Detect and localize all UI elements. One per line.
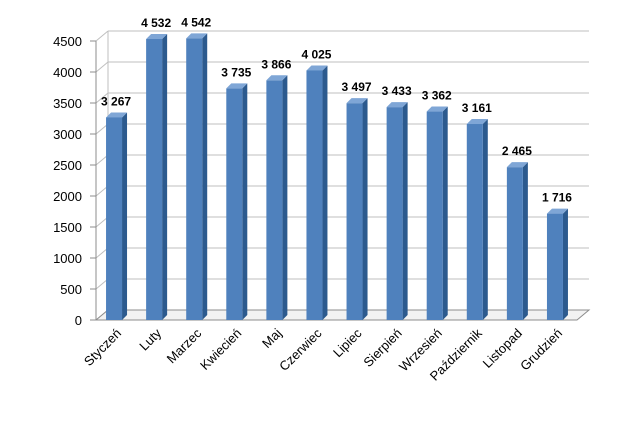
data-label: 2 465 — [502, 144, 532, 158]
y-tick-label: 2000 — [53, 189, 82, 204]
data-label: 3 267 — [101, 94, 131, 108]
bar-front — [266, 80, 283, 320]
bar-side — [202, 33, 208, 321]
y-tick-label: 4000 — [53, 65, 82, 80]
bar-top — [346, 98, 368, 104]
bar-front — [306, 70, 323, 320]
x-tick-label: Maj — [259, 325, 284, 350]
x-tick-label: Styczeń — [81, 326, 124, 369]
bar-front — [546, 213, 563, 320]
bar-top — [506, 162, 528, 168]
gridline-depth — [95, 278, 109, 290]
bar-side — [442, 106, 448, 320]
bar-side — [322, 65, 328, 320]
y-tick-label: 4500 — [53, 34, 82, 49]
gridline-depth — [95, 123, 109, 135]
data-label: 1 716 — [542, 191, 572, 205]
bar-front — [146, 39, 163, 321]
bar-top — [546, 208, 568, 214]
bar-front — [386, 107, 403, 321]
axes — [90, 31, 591, 321]
bar-top — [146, 34, 168, 40]
bar-front — [426, 111, 443, 320]
y-tick-label: 3000 — [53, 127, 82, 142]
x-tick-label: Grudzień — [517, 326, 565, 374]
bar — [466, 119, 488, 320]
bar-front — [226, 88, 243, 321]
y-tick-label: 500 — [60, 282, 82, 297]
data-label: 4 025 — [301, 47, 331, 61]
bar-side — [482, 119, 488, 320]
bar-top — [106, 112, 128, 118]
bar — [306, 65, 328, 320]
bar-front — [466, 124, 483, 320]
bar-top — [466, 119, 488, 125]
bar — [226, 83, 248, 321]
data-label: 3 161 — [462, 101, 492, 115]
x-tick-label: Lipiec — [330, 325, 365, 360]
y-tick-label: 2500 — [53, 158, 82, 173]
bar-top — [306, 65, 328, 71]
y-tick-label: 1000 — [53, 251, 82, 266]
gridline-depth — [95, 30, 109, 42]
x-tick-label: Kwiecień — [197, 326, 244, 373]
gridline-depth — [95, 247, 109, 259]
gridline-depth — [95, 154, 109, 166]
bar-front — [106, 117, 123, 320]
bars — [106, 33, 568, 321]
data-label: 4 532 — [141, 16, 171, 30]
x-tick-label: Luty — [136, 325, 164, 353]
data-label: 3 362 — [422, 89, 452, 103]
bar-front — [506, 167, 523, 320]
bar-front — [186, 38, 203, 321]
gridline-depth — [95, 216, 109, 228]
bar-top — [186, 33, 208, 39]
bar — [346, 98, 368, 320]
bar-side — [562, 208, 568, 320]
bar — [426, 106, 448, 320]
bar-side — [242, 83, 248, 321]
bar-side — [362, 98, 368, 320]
bar-top — [226, 83, 248, 89]
data-label: 4 542 — [181, 15, 211, 29]
gridline-depth — [95, 61, 109, 73]
y-tick-label: 0 — [75, 313, 82, 328]
bar — [146, 34, 168, 321]
bar — [266, 75, 288, 320]
data-label: 3 866 — [261, 57, 291, 71]
bar — [386, 102, 408, 321]
y-tick-label: 3500 — [53, 96, 82, 111]
gridline-depth — [95, 185, 109, 197]
bar-top — [266, 75, 288, 81]
bar-side — [122, 112, 128, 320]
data-label: 3 433 — [382, 84, 412, 98]
bar-front — [346, 103, 363, 320]
x-tick-label: Czerwiec — [276, 325, 325, 374]
bar-side — [522, 162, 528, 320]
bar-top — [386, 102, 408, 108]
bar-side — [402, 102, 408, 321]
bar-side — [282, 75, 288, 320]
y-tick-label: 1500 — [53, 220, 82, 235]
bar — [546, 208, 568, 320]
bar-top — [426, 106, 448, 112]
data-label: 3 497 — [342, 80, 372, 94]
bar — [186, 33, 208, 321]
bar-side — [162, 34, 168, 321]
gridline-depth — [95, 92, 109, 104]
bar — [506, 162, 528, 320]
bar — [106, 112, 128, 320]
data-label: 3 735 — [221, 65, 251, 79]
